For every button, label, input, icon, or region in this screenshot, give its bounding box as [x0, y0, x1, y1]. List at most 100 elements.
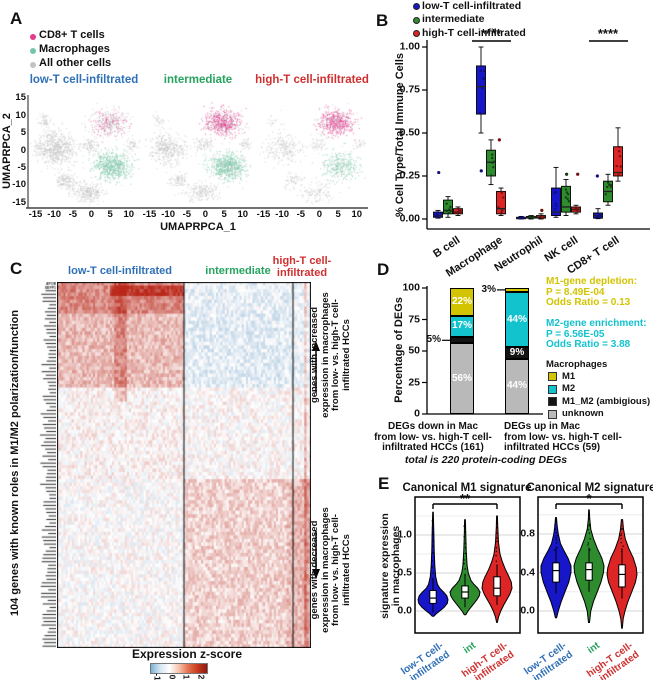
panel-b-legend-item: intermediate — [422, 13, 485, 25]
bar-caption-line: DEGs down in Mac — [387, 421, 479, 432]
bar-segment-M1_M2 — [505, 347, 529, 359]
m2-enrichment-annotation-line: M2-gene enrichment: — [546, 318, 647, 329]
umap-x-tick: 5 — [221, 209, 227, 220]
umap-x-axis-label: UMAPRPCA_1 — [160, 221, 236, 233]
umap-x-tick: -10 — [47, 209, 61, 220]
heatmap-col-title-int: intermediate — [205, 265, 270, 278]
bar-segment-inside-label: 44% — [506, 313, 527, 325]
panel-b-legend-item: low-T cell-infiltrated — [422, 0, 522, 12]
umap-y-tick: 15 — [15, 92, 26, 104]
panel-a-legend-item: All other cells — [39, 57, 112, 69]
umap-y-tick: 0 — [20, 144, 26, 156]
colorbar-tick: 2 — [196, 674, 207, 680]
umap-x-tick: -10 — [275, 209, 289, 220]
violin-y-tick: 0.0 — [520, 604, 535, 617]
bar-segment-outside-label: 3% — [481, 283, 496, 295]
m2-enrichment-annotation: M2-gene enrichment: P = 6.56E-05 Odds Rati… — [546, 318, 647, 351]
panel-a-label: A — [10, 9, 23, 28]
umap-x-tick: -15 — [28, 209, 43, 220]
violin-y-tick: 0.0 — [397, 604, 412, 617]
heatmap-annotation-up: genes with increased expression in macrop… — [309, 292, 352, 418]
bars-legend-item: M1_M2 (ambigious) — [562, 395, 651, 407]
boxplot-y-tick: 0.00 — [399, 212, 420, 225]
colorbar-tick: 1 — [181, 674, 192, 680]
bar-caption-line: from low- vs. high-T cell- — [504, 431, 622, 443]
umap-x-tick: 5 — [107, 209, 113, 220]
heatmap-annotation-down-line: from low- vs. high-T cell- — [330, 514, 341, 626]
heatmap-col-title-low: low-T cell-infiltrated — [68, 265, 172, 278]
heatmap-annotation-down-line: genes with decreased — [309, 520, 320, 620]
heatmap-annotation-down: genes with decreased expression in macrop… — [309, 507, 352, 633]
heatmap-col-title-low-line: low-T cell-infiltrated — [68, 265, 172, 277]
umap-x-tick: -15 — [142, 209, 157, 220]
umap-x-tick: -5 — [68, 209, 78, 220]
umap-scatter-canvas — [28, 95, 368, 208]
umap-x-tick: 5 — [335, 209, 341, 220]
umap-y-tick: 10 — [15, 109, 26, 121]
bars-y-tick: 25 — [408, 375, 420, 388]
bar-caption-line: infiltrated HCCs (161) — [382, 442, 484, 453]
bar-segment-M2 — [505, 291, 529, 348]
panel-b-legend-item: high-T cell-infiltrated — [422, 26, 526, 39]
bars-y-tick: 50 — [408, 344, 420, 357]
bar-segment-unknown — [505, 358, 529, 414]
boxplot-y-tick: 0.50 — [399, 126, 420, 139]
bar-caption: DEGs down in Mac from low- vs. high-T cel… — [374, 421, 492, 454]
m1-depletion-annotation-line: Odds Ratio = 0.13 — [546, 297, 631, 308]
umap-y-tick: 5 — [20, 127, 26, 139]
colorbar-label: Expression z-score — [131, 647, 243, 661]
panel-a-legend-dot — [30, 34, 36, 40]
colorbar — [150, 663, 208, 674]
heatmap-col-title-high-line: infiltrated — [276, 267, 328, 279]
umap-x-tick: -15 — [256, 209, 271, 220]
panel-a-legend-item: Macrophages — [39, 43, 110, 55]
umap-x-tick: 10 — [237, 209, 249, 220]
m1-depletion-annotation: M1-gene depletion: P = 8.49E-04 Odds Ratio… — [546, 276, 637, 309]
bars-legend-swatch-M1 — [548, 372, 557, 381]
umap-subplot-title: high-T cell-infiltrated — [255, 74, 369, 86]
heatmap-annotation-down-line: infiltrated HCCs — [340, 534, 352, 606]
boxplot-y-tick: 0.25 — [399, 169, 420, 182]
violin-y-tick: 0.5 — [397, 566, 412, 579]
bars-legend-item: unknown — [562, 408, 604, 419]
bars-legend-item: M2 — [562, 383, 576, 394]
panel-a-legend-item: CD8+ T cells — [39, 29, 105, 41]
bar-segment-M1 — [505, 288, 529, 292]
bar-caption-line: infiltrated HCCs (59) — [504, 442, 601, 453]
panel-e-label: E — [378, 474, 390, 493]
heatmap-col-title-high-line: high-T cell- — [272, 255, 332, 267]
violin-y-tick: 0.4 — [520, 565, 535, 578]
bars-y-tick: 100 — [402, 281, 420, 294]
bars-legend-swatch-M2 — [548, 384, 557, 394]
panel-d-label: D — [377, 260, 390, 279]
umap-subplot-title: low-T cell-infiltrated — [29, 74, 139, 86]
bar-segment-outside-label: 5% — [426, 334, 441, 346]
umap-y-tick: -15 — [12, 196, 26, 208]
umap-x-tick: 0 — [316, 209, 323, 220]
bar-caption: DEGs up in Mac from low- vs. high-T cell-… — [504, 421, 622, 454]
violin-title-m1: Canonical M1 signature — [402, 482, 532, 494]
panel-b-label: B — [376, 11, 389, 30]
heatmap-annotation-up-line: from low- vs. high-T cell- — [330, 299, 341, 411]
bars-legend-title: Macrophages — [546, 359, 608, 370]
heatmap-annotation-up-line: infiltrated HCCs — [340, 319, 352, 391]
panel-b-legend-dot — [413, 16, 420, 24]
m1-depletion-annotation-line: P = 8.49E-04 — [546, 286, 605, 298]
violin-significance-stars: ** — [459, 491, 471, 506]
umap-x-tick: -5 — [296, 209, 306, 220]
m2-enrichment-annotation-line: P = 6.56E-05 — [546, 328, 605, 340]
umap-x-tick: 10 — [123, 209, 135, 220]
heatmap-col-title-high: high-T cell-infiltrated — [273, 255, 332, 279]
violin-significance-stars: * — [586, 491, 592, 506]
umap-x-tick: -10 — [161, 209, 175, 220]
heatmap-annotation-up-line: genes with increased — [309, 306, 320, 404]
bar-caption-line: DEGs up in Mac — [504, 421, 581, 432]
bar-segment-inside-label: 9% — [509, 346, 525, 358]
violin-y-tick: 0.8 — [520, 527, 535, 540]
umap-x-tick: 0 — [88, 209, 95, 220]
boxplot-y-tick: 0.75 — [399, 83, 420, 96]
umap-y-axis-label: UMAPRPCA_2 — [1, 113, 14, 189]
bar-segment-M1 — [450, 288, 474, 316]
